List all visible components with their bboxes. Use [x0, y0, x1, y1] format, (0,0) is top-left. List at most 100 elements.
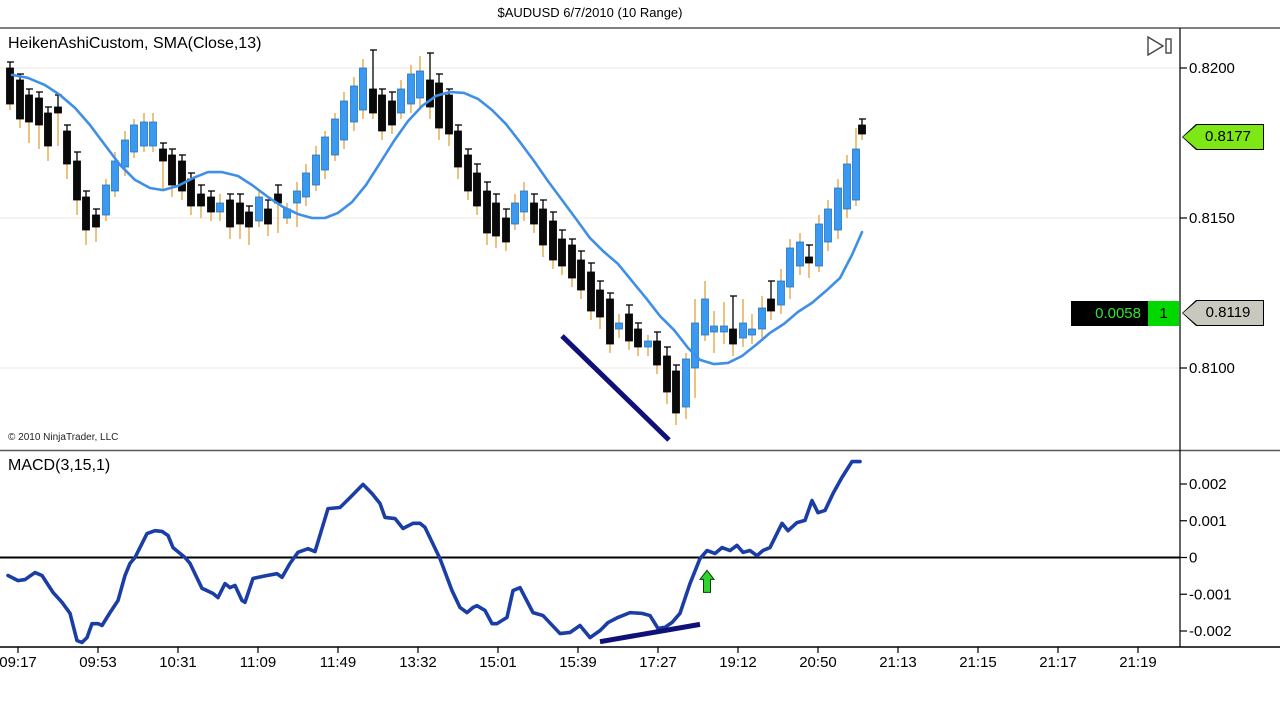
candle-up [312, 154, 320, 186]
candle-down [549, 220, 557, 261]
candle-down [426, 79, 434, 108]
current-price-marker-value: 0.8177 [1183, 125, 1263, 149]
candle-up [321, 136, 329, 171]
time-tick-label: 13:32 [399, 654, 437, 671]
candle-down [805, 256, 813, 264]
candle-down [625, 313, 633, 342]
candle-up [843, 163, 851, 210]
candle-up [359, 67, 367, 111]
candle-up [255, 196, 263, 222]
candle-up [815, 223, 823, 267]
time-tick-label: 17:27 [639, 654, 677, 671]
candle-up [691, 322, 699, 369]
candle-up [777, 280, 785, 306]
candle-down [6, 67, 14, 105]
time-tick-label: 21:19 [1119, 654, 1157, 671]
candle-down [73, 160, 81, 201]
candle-up [786, 247, 794, 288]
candle-up [710, 325, 718, 333]
time-tick-label: 10:31 [159, 654, 197, 671]
candle-down [63, 130, 71, 165]
candle-up [701, 298, 709, 336]
candle-up [511, 202, 519, 225]
candle-up [796, 241, 804, 267]
candle-down [634, 328, 642, 348]
candle-up [331, 118, 339, 156]
candle-down [369, 88, 377, 114]
candle-up [824, 208, 832, 243]
candle-down [92, 214, 100, 228]
macd-tick-label: 0.001 [1189, 513, 1227, 530]
candle-down [388, 100, 396, 126]
candle-down [539, 208, 547, 246]
candle-down [54, 106, 62, 114]
candle-down [577, 259, 585, 291]
candle-down [378, 94, 386, 132]
candle-up [520, 190, 528, 213]
candle-down [606, 298, 614, 345]
candle-down [502, 217, 510, 243]
candle-down [587, 271, 595, 312]
time-tick-label: 21:15 [959, 654, 997, 671]
candle-down [82, 196, 90, 231]
chart-title: $AUDUSD 6/7/2010 (10 Range) [497, 5, 683, 20]
price-tick-label: 0.8200 [1189, 60, 1235, 77]
time-tick-label: 09:53 [79, 654, 117, 671]
time-tick-label: 11:49 [320, 654, 356, 671]
macd-line [6, 459, 862, 645]
candle-down [858, 124, 866, 135]
candle-up [416, 70, 424, 99]
sma-line [10, 73, 864, 366]
candle-down [197, 193, 205, 207]
candle-up [350, 85, 358, 123]
candle-up [102, 184, 110, 216]
candle-up [121, 139, 129, 168]
go-to-last-bar-icon[interactable] [1144, 34, 1176, 60]
macd-tick-label: -0.002 [1189, 623, 1232, 640]
candle-down [207, 196, 215, 213]
macd-tick-label: 0 [1189, 550, 1197, 567]
candle-up [615, 322, 623, 330]
candle-up [340, 100, 348, 141]
candle-down [178, 160, 186, 192]
candle-up [748, 328, 756, 336]
candle-down [767, 298, 775, 312]
candle-up [720, 325, 728, 333]
candle-down [729, 328, 737, 345]
last-price-marker: 0.8119 [1182, 300, 1264, 326]
time-tick-label: 21:17 [1039, 654, 1077, 671]
candle-down [530, 202, 538, 225]
macd-indicator-label: MACD(3,15,1) [8, 457, 111, 474]
candle-up [852, 148, 860, 201]
candle-down [35, 97, 43, 126]
current-price-marker: 0.8177 [1182, 124, 1264, 150]
candle-down [245, 211, 253, 228]
candle-up [216, 202, 224, 213]
candle-down [473, 172, 481, 207]
candle-down [663, 355, 671, 393]
candle-down [16, 79, 24, 120]
candle-down [653, 340, 661, 366]
candle-down [435, 82, 443, 129]
up-arrow-annotation [698, 569, 716, 593]
candle-up [834, 187, 842, 231]
candle-down [168, 154, 176, 186]
candle-down [187, 178, 195, 207]
range-count-box: 1 [1148, 301, 1179, 326]
candle-down [464, 154, 472, 192]
candle-up [293, 190, 301, 204]
candle-up [140, 121, 148, 147]
candle-up [130, 124, 138, 153]
time-tick-label: 09:17 [0, 654, 37, 671]
time-tick-label: 20:50 [799, 654, 837, 671]
price-indicator-label: HeikenAshiCustom, SMA(Close,13) [8, 35, 262, 52]
candle-down [44, 112, 52, 147]
candle-down [492, 202, 500, 237]
macd-tick-label: 0.002 [1189, 476, 1227, 493]
time-tick-label: 15:39 [559, 654, 597, 671]
candle-down [596, 289, 604, 318]
candle-down [483, 190, 491, 234]
candle-down [264, 208, 272, 225]
